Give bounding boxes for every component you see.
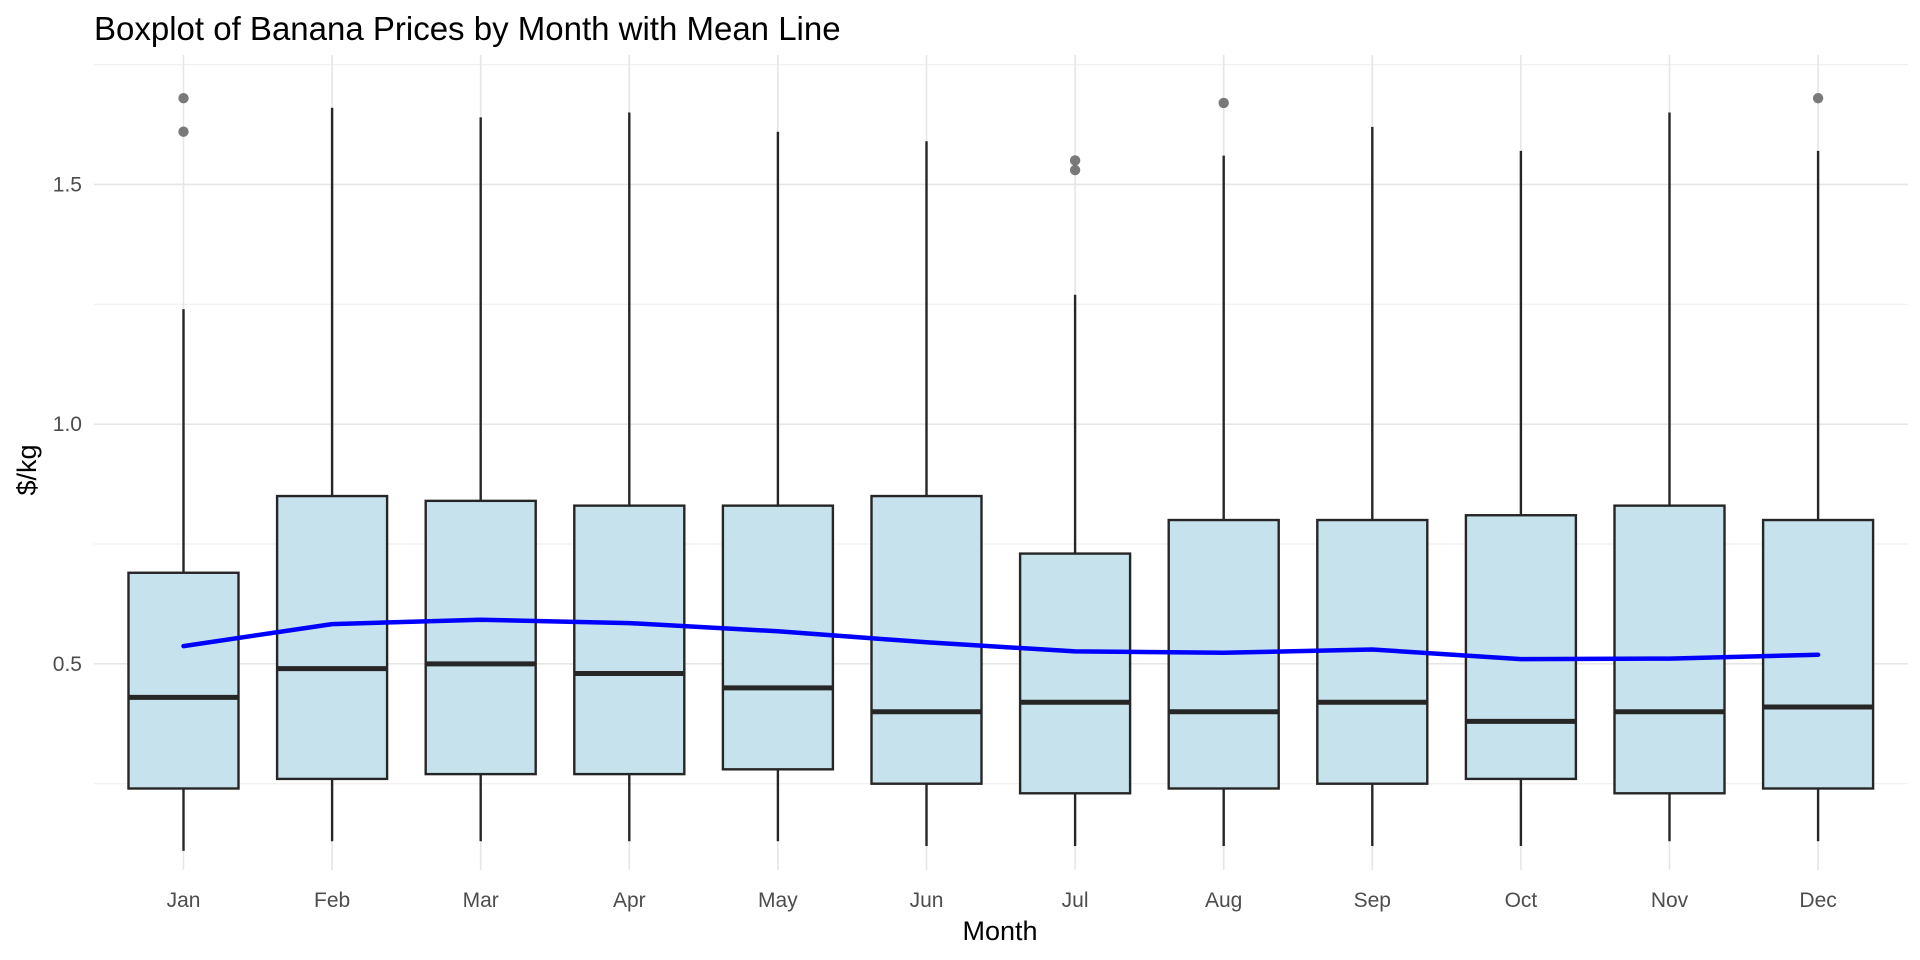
box-body [573,504,686,776]
box-group-apr [573,112,686,842]
box-body [1018,552,1132,795]
x-axis-title: Month [962,916,1037,946]
outlier-point [178,92,189,104]
box-body [424,499,537,776]
x-tick-label: Mar [463,889,499,912]
outlier-point [1069,164,1081,176]
x-tick-label: Jul [1062,889,1089,912]
outlier-point [1069,155,1081,166]
box-body [275,494,389,781]
box-group-may [721,131,835,842]
box-body [1464,514,1578,781]
box-group-nov [1613,112,1726,842]
outlier-point [178,126,189,137]
box-group-oct [1464,150,1578,847]
outlier-point [1812,92,1824,104]
x-tick-label: May [758,889,798,912]
x-tick-label: Jun [910,889,944,912]
box-group-mar [424,117,537,842]
box-body [721,504,835,771]
box-body [127,571,240,790]
x-tick-label: Sep [1354,889,1391,912]
mean-line [181,617,1821,662]
x-tick-label: Dec [1799,889,1836,912]
box-layer [127,92,1875,851]
x-tick-label: Jan [167,889,201,912]
x-tick-label: Apr [613,889,646,912]
x-tick-label: Nov [1651,889,1689,912]
x-tick-label: Oct [1505,889,1538,912]
y-axis-title: $/kg [12,444,42,495]
y-tick-label: 1.0 [53,413,82,436]
box-group-feb [275,107,389,842]
axis-layer: 0.5 1.0 1.5 Jan Feb Mar Apr May Jun Jul Aug Sep Oct N… [53,173,1837,912]
mean-line-layer [181,617,1821,662]
chart-title: Boxplot of Banana Prices by Month with M… [94,10,841,47]
y-tick-label: 1.5 [53,173,82,196]
outlier-point [1218,97,1229,109]
box-group-jan [127,92,240,851]
box-body [1613,504,1726,795]
x-tick-label: Feb [314,889,350,912]
box-group-jul [1018,155,1132,847]
x-tick-label: Aug [1205,889,1242,912]
y-tick-label: 0.5 [53,653,82,676]
